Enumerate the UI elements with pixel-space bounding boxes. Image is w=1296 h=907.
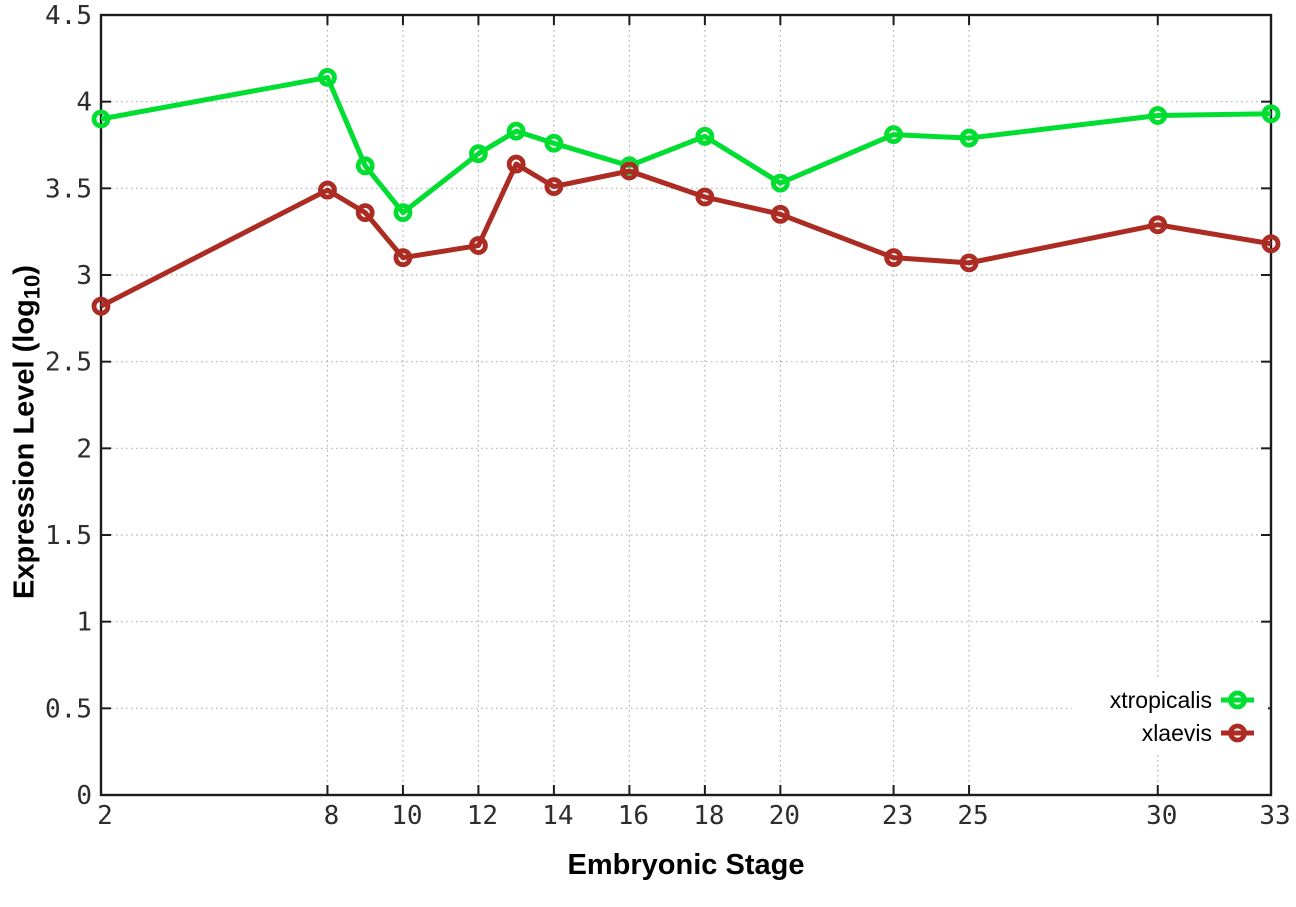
- data-point-xlaevis: [695, 187, 715, 207]
- data-point-xlaevis: [355, 203, 375, 223]
- data-point-xtropicalis: [959, 128, 979, 148]
- x-tick-label: 10: [391, 801, 422, 831]
- y-tick-label: 0: [76, 781, 92, 811]
- data-point-xtropicalis: [469, 144, 488, 164]
- legend-label-xtropicalis: xtropicalis: [1110, 687, 1212, 713]
- data-point-xtropicalis: [393, 203, 413, 223]
- y-tick-label: 1: [76, 608, 92, 638]
- data-point-xlaevis: [1148, 215, 1168, 235]
- y-tick-label: 2: [76, 434, 92, 464]
- data-point-xtropicalis: [884, 125, 903, 145]
- y-axis-title-close: ): [8, 265, 41, 275]
- x-tick-label: 33: [1259, 801, 1290, 831]
- x-tick-label: 20: [769, 801, 800, 831]
- data-point-xlaevis: [884, 248, 903, 268]
- data-point-xtropicalis: [544, 133, 564, 153]
- data-point-xlaevis: [1261, 234, 1281, 254]
- data-point-xlaevis: [393, 248, 413, 268]
- x-tick-label: 2: [97, 801, 113, 831]
- data-point-xtropicalis: [355, 156, 375, 176]
- data-point-xtropicalis: [506, 121, 526, 141]
- y-tick-label: 0.5: [45, 694, 92, 724]
- x-tick-label: 30: [1146, 801, 1177, 831]
- data-point-xtropicalis: [91, 109, 111, 129]
- data-point-xtropicalis: [1261, 104, 1281, 124]
- x-tick-label: 16: [618, 801, 649, 831]
- x-axis-title: Embryonic Stage: [567, 849, 805, 881]
- data-point-xlaevis: [619, 161, 639, 181]
- y-tick-label: 3.5: [45, 174, 92, 204]
- data-point-xlaevis: [91, 296, 111, 316]
- plot-border: [99, 13, 1273, 797]
- x-tick-label: 8: [324, 801, 340, 831]
- series-line-xlaevis: [99, 161, 1272, 309]
- data-point-xtropicalis: [695, 126, 715, 146]
- x-tick-label: 25: [957, 801, 988, 831]
- data-point-xtropicalis: [318, 68, 337, 87]
- x-tick-label: 12: [467, 801, 498, 831]
- y-tick-label: 4.5: [45, 1, 92, 31]
- data-point-xlaevis: [770, 204, 790, 224]
- series-line-xtropicalis: [100, 74, 1272, 216]
- data-point-xlaevis: [318, 180, 337, 200]
- data-point-xtropicalis: [1148, 106, 1168, 125]
- y-axis-title-text: Expression Level (log: [8, 299, 41, 599]
- legend-label-xlaevis: xlaevis: [1142, 720, 1212, 746]
- legend-sample-marker: [1228, 690, 1247, 710]
- y-tick-label: 4: [76, 88, 92, 118]
- x-tick-label: 14: [542, 801, 573, 831]
- y-tick-label: 1.5: [45, 521, 92, 551]
- y-tick-label: 3: [76, 261, 92, 291]
- data-point-xlaevis: [959, 253, 979, 273]
- x-tick-label: 23: [882, 801, 913, 831]
- y-axis-title: Expression Level (log10): [9, 265, 46, 599]
- y-tick-label: 2.5: [45, 348, 92, 378]
- x-tick-label: 18: [693, 801, 724, 831]
- legend-sample-marker: [1228, 723, 1247, 743]
- data-point-xlaevis: [506, 154, 526, 174]
- data-point-xtropicalis: [770, 173, 790, 193]
- y-axis-title-subscript: 10: [19, 274, 45, 300]
- data-point-xlaevis: [544, 177, 564, 197]
- data-point-xlaevis: [469, 236, 488, 255]
